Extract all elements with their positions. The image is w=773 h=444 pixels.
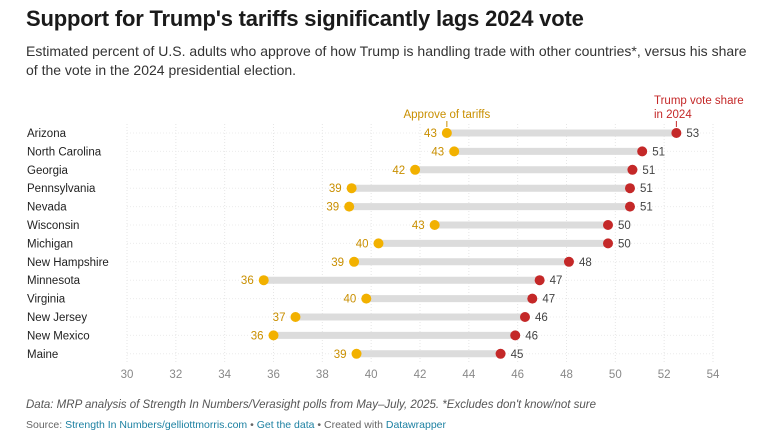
chart-source: Source: Strength In Numbers/gelliottmorr… — [26, 419, 446, 431]
vote-dot — [603, 220, 614, 230]
category-label: Pennsylvania — [27, 183, 96, 195]
category-label: Nevada — [27, 202, 67, 214]
approve-value-label: 40 — [356, 238, 369, 250]
approve-dot — [441, 128, 452, 138]
vote-value-label: 51 — [652, 146, 665, 158]
category-label: New Jersey — [27, 312, 87, 324]
vote-dot — [534, 275, 545, 286]
category-label: Arizona — [27, 128, 67, 140]
approve-dot — [290, 312, 301, 322]
vote-value-label: 48 — [579, 257, 592, 269]
approve-value-label: 39 — [326, 202, 339, 214]
chart-title: Support for Trump's tariffs significantl… — [26, 6, 584, 31]
vote-value-label: 45 — [511, 349, 524, 361]
x-tick-label: 40 — [365, 369, 378, 381]
vote-value-label: 51 — [642, 165, 655, 177]
vote-value-label: 47 — [550, 275, 563, 287]
datawrapper-link[interactable]: Datawrapper — [385, 419, 446, 431]
approve-dot — [351, 348, 362, 359]
approve-dot — [268, 330, 279, 341]
approve-dot — [429, 220, 440, 230]
approve-value-label: 39 — [331, 257, 344, 269]
vote-dot — [671, 128, 682, 138]
approve-value-label: 39 — [329, 183, 342, 195]
approve-dot — [361, 293, 372, 304]
source-prefix: Source: — [26, 419, 66, 431]
x-tick-label: 50 — [609, 369, 622, 381]
x-tick-label: 46 — [511, 369, 524, 381]
get-data-link[interactable]: Get the data — [256, 419, 315, 431]
approve-value-label: 39 — [334, 349, 347, 361]
vote-dot — [624, 201, 635, 212]
approve-dot — [349, 256, 360, 267]
x-tick-label: 54 — [707, 369, 720, 381]
approve-dot — [373, 238, 384, 249]
vote-value-label: 50 — [618, 220, 631, 232]
x-tick-label: 32 — [169, 369, 182, 381]
vote-value-label: 51 — [640, 202, 653, 214]
dot-range-chart: Arizona 43 53 North Carolina 43 51 Georgia 42 51… — [27, 95, 744, 381]
vote-value-label: 47 — [542, 294, 555, 306]
vote-dot — [563, 256, 574, 267]
category-label: New Hampshire — [27, 257, 109, 269]
x-tick-label: 52 — [658, 369, 671, 381]
category-label: Wisconsin — [27, 220, 79, 232]
vote-series-label-line2: in 2024 — [654, 109, 692, 121]
vote-dot — [519, 312, 530, 322]
x-tick-label: 38 — [316, 369, 329, 381]
x-tick-label: 42 — [414, 369, 427, 381]
x-tick-label: 34 — [218, 369, 231, 381]
x-tick-label: 48 — [560, 369, 573, 381]
vote-dot — [627, 164, 638, 175]
vote-value-label: 46 — [535, 312, 548, 324]
approve-dot — [344, 201, 355, 212]
approve-value-label: 40 — [343, 294, 356, 306]
x-tick-label: 44 — [462, 369, 475, 381]
vote-dot — [510, 330, 521, 341]
approve-value-label: 43 — [424, 128, 437, 140]
approve-dot — [258, 275, 269, 286]
vote-value-label: 46 — [525, 330, 538, 342]
created-with-text: • Created with — [314, 419, 386, 431]
vote-dot — [603, 238, 614, 249]
vote-value-label: 51 — [640, 183, 653, 195]
approve-dot — [410, 164, 421, 175]
vote-value-label: 53 — [686, 128, 699, 140]
source-link[interactable]: Strength In Numbers/gelliottmorris.com — [65, 419, 248, 431]
vote-dot — [527, 293, 538, 304]
vote-series-label-line1: Trump vote share — [654, 95, 744, 107]
category-label: New Mexico — [27, 330, 90, 342]
category-label: Minnesota — [27, 275, 81, 287]
approve-value-label: 43 — [431, 146, 444, 158]
approve-dot — [346, 183, 357, 194]
x-tick-label: 36 — [267, 369, 280, 381]
approve-value-label: 42 — [392, 165, 405, 177]
category-label: Michigan — [27, 238, 73, 250]
category-label: Virginia — [27, 294, 66, 306]
vote-dot — [624, 183, 635, 194]
category-label: Georgia — [27, 165, 69, 177]
approve-series-label: Approve of tariffs — [403, 109, 490, 121]
vote-dot — [495, 348, 506, 359]
category-label: North Carolina — [27, 146, 102, 158]
approve-dot — [449, 146, 460, 157]
category-label: Maine — [27, 349, 58, 361]
chart-notes: Data: MRP analysis of Strength In Number… — [26, 399, 597, 411]
vote-value-label: 50 — [618, 238, 631, 250]
x-tick-label: 30 — [121, 369, 134, 381]
approve-value-label: 36 — [241, 275, 254, 287]
approve-value-label: 37 — [273, 312, 286, 324]
approve-value-label: 36 — [251, 330, 264, 342]
source-separator: • — [247, 419, 257, 431]
approve-value-label: 43 — [412, 220, 425, 232]
vote-dot — [637, 146, 648, 157]
chart-subtitle: Estimated percent of U.S. adults who app… — [26, 43, 747, 78]
